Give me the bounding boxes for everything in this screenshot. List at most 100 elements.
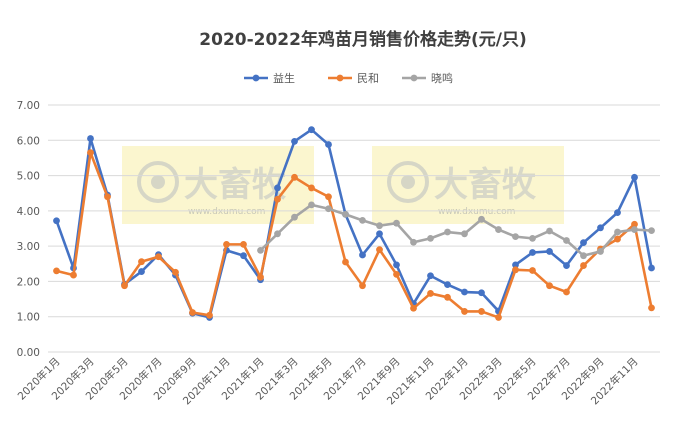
y-tick-label: 5.00 (17, 171, 40, 183)
data-point (495, 314, 502, 321)
data-point (444, 293, 451, 301)
data-point (478, 289, 485, 297)
data-point (427, 290, 434, 297)
y-axis: 0.00 1.00 2.00 3.00 4.00 5.00 6.00 7.00 (17, 100, 40, 359)
data-point (257, 246, 264, 254)
legend-label: 民和 (357, 72, 379, 85)
data-point (512, 266, 519, 274)
data-point (563, 288, 570, 296)
data-point (223, 240, 230, 248)
data-point (512, 233, 519, 241)
x-axis: 2020年1月2020年3月2020年5月2020年7月2020年9月2020年… (15, 355, 641, 407)
data-point (87, 149, 94, 157)
data-point (172, 268, 179, 276)
data-point (359, 282, 366, 290)
series-2 (257, 201, 655, 260)
data-point (631, 220, 638, 228)
data-point (104, 193, 111, 201)
legend-marker (252, 74, 260, 82)
data-point (529, 267, 536, 274)
data-point (121, 282, 128, 290)
data-point (359, 251, 366, 259)
data-point (597, 248, 604, 255)
legend-item: 益生 (244, 71, 295, 85)
data-point (563, 237, 570, 244)
data-point (631, 226, 638, 233)
data-point (308, 126, 315, 134)
y-tick-label: 6.00 (17, 135, 40, 147)
data-point (495, 226, 502, 233)
data-point (376, 230, 383, 238)
data-point (461, 288, 468, 296)
data-point (410, 238, 417, 246)
data-point (614, 228, 621, 236)
data-point (359, 216, 366, 224)
data-point (274, 230, 281, 238)
data-point (546, 227, 553, 235)
legend: 益生 民和 晓鸣 (244, 71, 453, 85)
data-point (274, 184, 281, 192)
data-point (648, 227, 655, 235)
data-point (427, 272, 434, 280)
series-group (53, 126, 655, 321)
chart-title: 2020-2022年鸡苗月销售价格走势(元/只) (199, 29, 526, 50)
data-point (614, 235, 621, 243)
data-point (342, 210, 349, 218)
data-point (325, 205, 332, 213)
gridlines (48, 104, 660, 353)
data-point (376, 222, 383, 230)
y-tick-label: 3.00 (17, 241, 40, 253)
watermark-brand-right: 大畜牧 (434, 165, 537, 205)
data-point (529, 234, 536, 242)
data-point (70, 271, 77, 279)
data-point (512, 261, 519, 269)
data-point (597, 224, 604, 232)
watermark-brand-left: 大畜牧 (184, 165, 287, 205)
legend-item: 晓鸣 (402, 71, 453, 85)
legend-label: 益生 (273, 71, 295, 85)
data-point (631, 173, 638, 181)
data-point (155, 253, 162, 261)
legend-label: 晓鸣 (431, 71, 453, 85)
data-point (393, 270, 400, 278)
data-point (240, 252, 247, 260)
data-point (53, 217, 60, 225)
data-point (138, 258, 145, 266)
data-point (461, 230, 468, 238)
data-point (87, 135, 94, 142)
data-point (563, 262, 570, 269)
data-point (342, 258, 349, 266)
watermark-left: 大畜牧 www.dxumu.com (122, 146, 314, 224)
data-point (325, 141, 332, 148)
data-point (53, 267, 60, 275)
data-point (291, 137, 298, 145)
data-point (580, 252, 587, 260)
data-point (546, 248, 553, 255)
data-point (444, 281, 451, 289)
data-point (291, 173, 298, 181)
data-point (240, 240, 247, 248)
data-point (444, 228, 451, 236)
legend-item: 民和 (328, 72, 379, 85)
data-point (580, 262, 587, 269)
watermark-right: 大畜牧 www.dxumu.com (372, 146, 564, 224)
data-point (393, 261, 400, 269)
data-point (274, 195, 281, 203)
legend-marker (336, 74, 344, 82)
data-point (648, 264, 655, 272)
series-1 (53, 149, 655, 321)
data-point (189, 309, 196, 316)
data-point (461, 308, 468, 315)
data-point (206, 311, 213, 319)
data-point (410, 304, 417, 312)
data-point (478, 308, 485, 315)
y-tick-label: 0.00 (17, 347, 40, 359)
data-point (648, 304, 655, 312)
data-point (393, 219, 400, 227)
y-tick-label: 1.00 (17, 312, 40, 324)
data-point (325, 193, 332, 201)
data-point (308, 201, 315, 209)
data-point (614, 209, 621, 217)
data-point (427, 234, 434, 242)
